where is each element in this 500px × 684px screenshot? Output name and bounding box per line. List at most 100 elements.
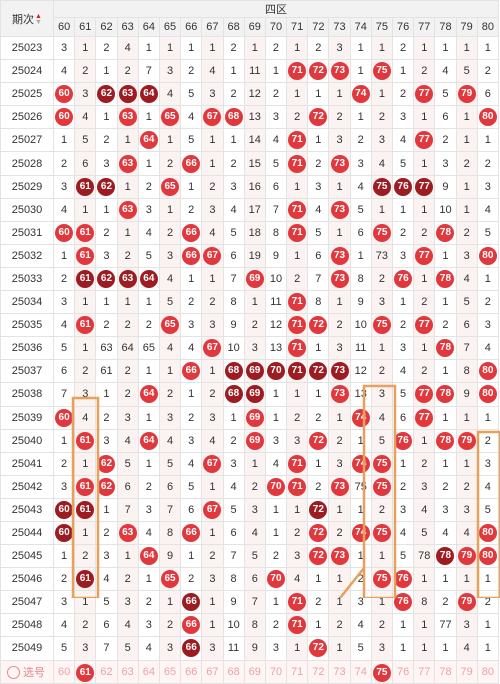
select-number[interactable]: 63: [116, 659, 139, 684]
miss-cell: 3: [222, 451, 245, 476]
select-number[interactable]: 74: [349, 659, 372, 684]
miss-cell: 1: [201, 359, 224, 384]
select-number[interactable]: 70: [264, 659, 288, 684]
selected-ball[interactable]: 61: [76, 663, 95, 682]
miss-cell: 9: [349, 290, 372, 315]
select-number[interactable]: 68: [222, 659, 245, 684]
hit-ball: 73: [330, 547, 349, 566]
hit-ball: 66: [182, 246, 201, 265]
period-cell: 25024: [0, 59, 54, 84]
hit-cell: 77: [413, 243, 436, 268]
miss-cell: 18: [243, 220, 266, 245]
miss-cell: 4: [116, 613, 139, 638]
select-radio-icon[interactable]: [7, 666, 20, 680]
miss-cell: 6: [158, 474, 182, 499]
miss-cell: 3: [264, 428, 288, 453]
miss-cell: 1: [413, 105, 436, 130]
number-col-header: 80: [476, 17, 499, 37]
hit-ball: 64: [139, 385, 158, 404]
select-number[interactable]: 75: [370, 659, 394, 684]
miss-cell: 1: [455, 197, 478, 222]
miss-cell: 3: [370, 382, 394, 407]
select-number[interactable]: 62: [95, 659, 118, 684]
hit-cell: 61: [74, 313, 97, 338]
hit-cell: 70: [264, 567, 288, 592]
miss-cell: 2: [222, 35, 245, 61]
select-number[interactable]: 77: [413, 659, 436, 684]
hit-cell: 75: [370, 567, 394, 592]
select-number[interactable]: 79: [455, 659, 478, 684]
hit-cell: 60: [52, 220, 76, 245]
period-cell: 25036: [0, 336, 54, 361]
hit-cell: 66: [180, 359, 203, 384]
period-header[interactable]: 期次 ▲ ▼: [0, 0, 54, 37]
select-label: 选号: [23, 666, 45, 679]
number-col-header: 65: [158, 17, 182, 37]
miss-cell: 4: [370, 405, 394, 430]
miss-cell: 5: [116, 636, 139, 661]
select-number[interactable]: 72: [307, 659, 330, 684]
select-number[interactable]: 64: [137, 659, 160, 684]
table-row: 25027 1 5 2 1 64 1 5 1 1 14 4 71 1 3 2 3 4 77 2 1 1: [0, 128, 499, 153]
miss-cell: 12: [243, 82, 266, 107]
hit-ball: 63: [118, 200, 137, 219]
select-number[interactable]: 76: [391, 659, 415, 684]
miss-cell: 2: [222, 428, 245, 453]
miss-cell: 1: [137, 405, 160, 430]
select-label-cell[interactable]: 选号: [0, 659, 54, 684]
miss-cell: 1: [222, 128, 245, 153]
miss-cell: 1: [158, 197, 182, 222]
miss-cell: 3: [391, 243, 415, 268]
select-number[interactable]: 65: [158, 659, 182, 684]
select-number[interactable]: 60: [52, 659, 76, 684]
number-col-header: 66: [180, 17, 203, 37]
miss-cell: 17: [243, 197, 266, 222]
select-number[interactable]: 78: [434, 659, 457, 684]
hit-cell: 67: [201, 243, 224, 268]
hit-cell: 71: [286, 359, 309, 384]
hit-cell: 71: [286, 336, 309, 361]
table-row: 25029 3 61 62 1 2 65 1 2 3 16 6 1 3 1 4 75 76 77 9 1 3: [0, 174, 499, 199]
number-col-header: 62: [95, 17, 118, 37]
hit-cell: 79: [455, 544, 478, 569]
miss-cell: 3: [201, 405, 224, 430]
miss-cell: 3: [137, 497, 160, 522]
hit-cell: 68: [222, 382, 245, 407]
miss-cell: 1: [52, 128, 76, 153]
miss-cell: 1: [413, 35, 436, 61]
select-number[interactable]: 73: [328, 659, 351, 684]
miss-cell: 9: [158, 544, 182, 569]
miss-cell: 1: [180, 266, 203, 292]
miss-cell: 1: [370, 544, 394, 569]
miss-cell: 5: [180, 82, 203, 107]
miss-cell: 1: [222, 59, 245, 84]
hit-ball: 80: [478, 524, 497, 543]
select-number[interactable]: 61: [74, 659, 97, 684]
number-col-header: 60: [52, 17, 76, 37]
hit-ball: 61: [76, 570, 95, 589]
hit-cell: 72: [307, 497, 330, 522]
select-number[interactable]: 71: [286, 659, 309, 684]
miss-cell: 5: [455, 290, 478, 315]
period-cell: 25028: [0, 151, 54, 176]
miss-cell: 4: [180, 336, 203, 361]
sort-toggle-icon[interactable]: ▲ ▼: [35, 12, 42, 26]
miss-cell: 5: [476, 497, 499, 522]
miss-cell: 2: [391, 313, 415, 338]
miss-cell: 8: [243, 613, 266, 638]
hit-ball: 71: [288, 131, 307, 150]
hit-ball: 72: [309, 316, 328, 335]
selected-ball[interactable]: 75: [372, 663, 391, 682]
hit-cell: 73: [328, 359, 351, 384]
select-number[interactable]: 69: [243, 659, 266, 684]
hit-cell: 79: [455, 590, 478, 615]
table-row: 25046 2 61 4 2 1 65 2 3 8 6 70 4 1 1 2 75 76 1 1 1 1: [0, 567, 499, 592]
miss-cell: 2: [413, 290, 436, 315]
miss-cell: 1: [74, 197, 97, 222]
miss-cell: 1: [455, 567, 478, 592]
miss-cell: 2: [455, 220, 478, 245]
select-number[interactable]: 66: [180, 659, 203, 684]
select-number[interactable]: 80: [476, 659, 499, 684]
miss-cell: 2: [52, 567, 76, 592]
select-number[interactable]: 67: [201, 659, 224, 684]
